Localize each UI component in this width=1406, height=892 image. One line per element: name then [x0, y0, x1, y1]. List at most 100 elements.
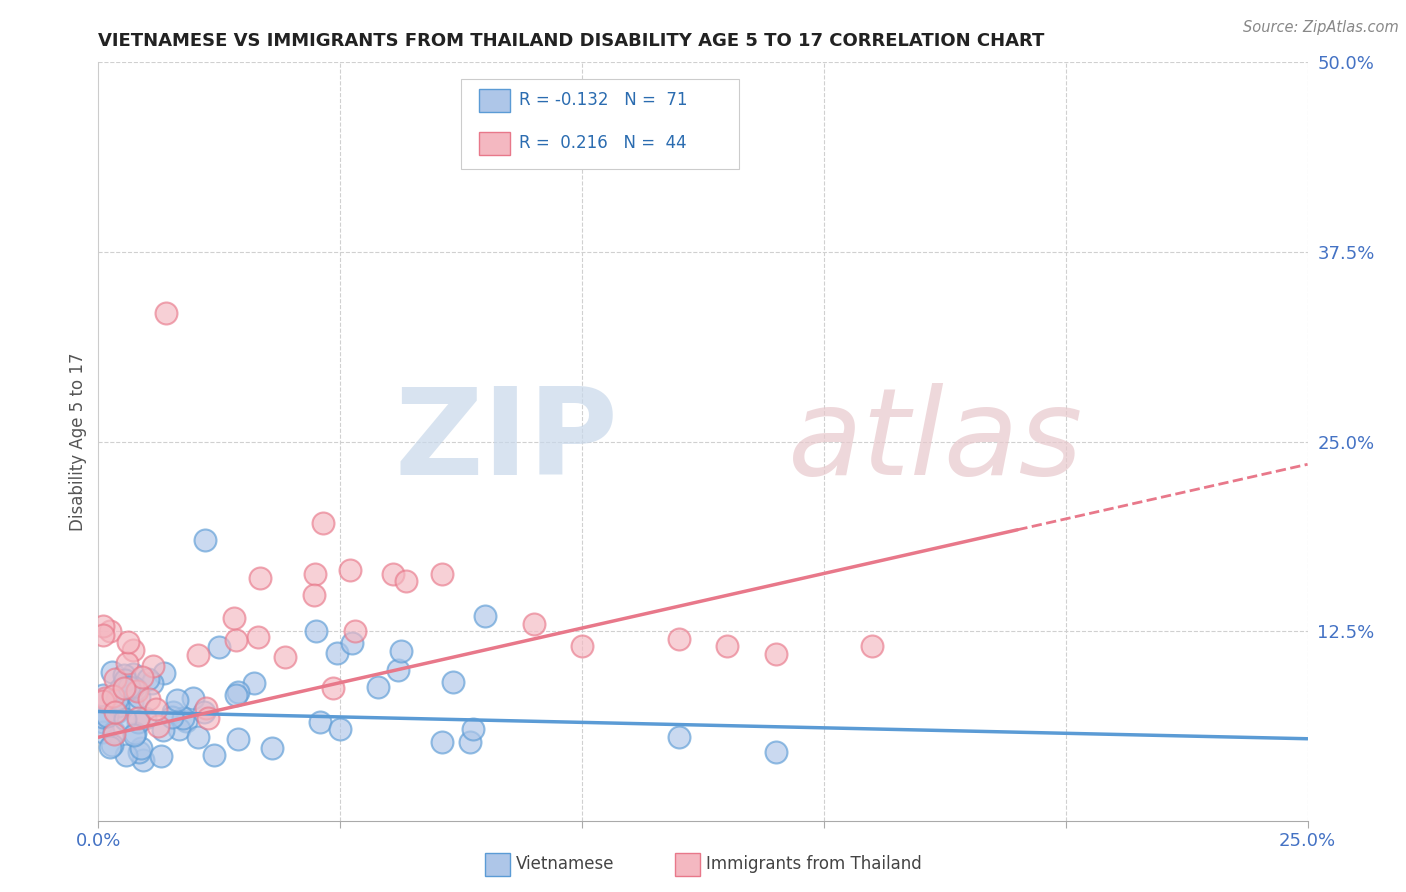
Point	[344, 624, 367, 639]
Point	[105, 706, 128, 720]
Point	[91, 714, 114, 729]
Point	[91, 619, 114, 633]
Point	[128, 745, 150, 759]
Point	[207, 640, 229, 654]
FancyBboxPatch shape	[461, 79, 740, 169]
Point	[197, 711, 219, 725]
Point	[225, 633, 247, 648]
Point	[160, 709, 183, 723]
Y-axis label: Disability Age 5 to 17: Disability Age 5 to 17	[69, 352, 87, 531]
Point	[387, 663, 409, 677]
Point	[118, 681, 141, 695]
Point	[145, 702, 167, 716]
Point	[122, 667, 145, 681]
Point	[101, 689, 124, 703]
Point	[309, 715, 332, 730]
Text: VIETNAMESE VS IMMIGRANTS FROM THAILAND DISABILITY AGE 5 TO 17 CORRELATION CHART: VIETNAMESE VS IMMIGRANTS FROM THAILAND D…	[98, 32, 1045, 50]
Text: atlas: atlas	[787, 383, 1083, 500]
Point	[339, 564, 361, 578]
Point	[389, 644, 412, 658]
Point	[242, 675, 264, 690]
Text: Immigrants from Thailand: Immigrants from Thailand	[706, 855, 921, 873]
Point	[162, 706, 184, 720]
Point	[124, 725, 146, 739]
Point	[523, 616, 546, 631]
Point	[112, 667, 135, 681]
Text: R =  0.216   N =  44: R = 0.216 N = 44	[519, 134, 688, 152]
Point	[226, 731, 249, 746]
Point	[122, 728, 145, 742]
Point	[312, 516, 335, 530]
Point	[247, 631, 270, 645]
Point	[127, 684, 149, 698]
Point	[224, 611, 246, 625]
Point	[125, 682, 148, 697]
Point	[114, 673, 136, 688]
Point	[765, 647, 787, 661]
Point	[430, 566, 453, 581]
Point	[131, 670, 153, 684]
Point	[115, 657, 138, 671]
Point	[131, 740, 153, 755]
Point	[167, 722, 190, 736]
Point	[96, 708, 118, 723]
Text: Vietnamese: Vietnamese	[516, 855, 614, 873]
Point	[367, 681, 389, 695]
Point	[105, 691, 128, 706]
Point	[122, 643, 145, 657]
Point	[91, 628, 114, 642]
Point	[860, 639, 883, 653]
Point	[302, 588, 325, 602]
Point	[441, 674, 464, 689]
Point	[121, 695, 143, 709]
Point	[146, 719, 169, 733]
Point	[134, 711, 156, 725]
Point	[382, 566, 405, 581]
Point	[101, 665, 124, 680]
Point	[100, 738, 122, 752]
Point	[141, 676, 163, 690]
Point	[166, 693, 188, 707]
Point	[187, 730, 209, 744]
Point	[136, 672, 159, 686]
Point	[181, 690, 204, 705]
Point	[195, 700, 218, 714]
Point	[155, 305, 177, 319]
Point	[117, 635, 139, 649]
Point	[127, 715, 149, 730]
Point	[103, 725, 125, 739]
Point	[153, 666, 176, 681]
Point	[128, 690, 150, 704]
Point	[765, 746, 787, 760]
FancyBboxPatch shape	[479, 132, 509, 155]
Point	[152, 723, 174, 738]
Point	[262, 741, 284, 756]
Text: Source: ZipAtlas.com: Source: ZipAtlas.com	[1243, 20, 1399, 35]
FancyBboxPatch shape	[479, 89, 509, 112]
Point	[103, 705, 125, 719]
Point	[326, 646, 349, 660]
Point	[138, 692, 160, 706]
Point	[174, 714, 197, 729]
Point	[107, 699, 129, 714]
Point	[571, 639, 593, 653]
Point	[114, 712, 136, 726]
Point	[112, 681, 135, 695]
Point	[226, 685, 249, 699]
Point	[103, 726, 125, 740]
Point	[249, 571, 271, 585]
Point	[132, 753, 155, 767]
Point	[98, 624, 121, 639]
Point	[110, 682, 132, 697]
Point	[149, 749, 172, 764]
Point	[172, 711, 194, 725]
Point	[460, 735, 482, 749]
Point	[142, 658, 165, 673]
Point	[430, 735, 453, 749]
Point	[91, 710, 114, 724]
Point	[193, 706, 215, 720]
Point	[305, 624, 328, 639]
Point	[91, 689, 114, 703]
Point	[114, 681, 136, 695]
Point	[122, 680, 145, 694]
